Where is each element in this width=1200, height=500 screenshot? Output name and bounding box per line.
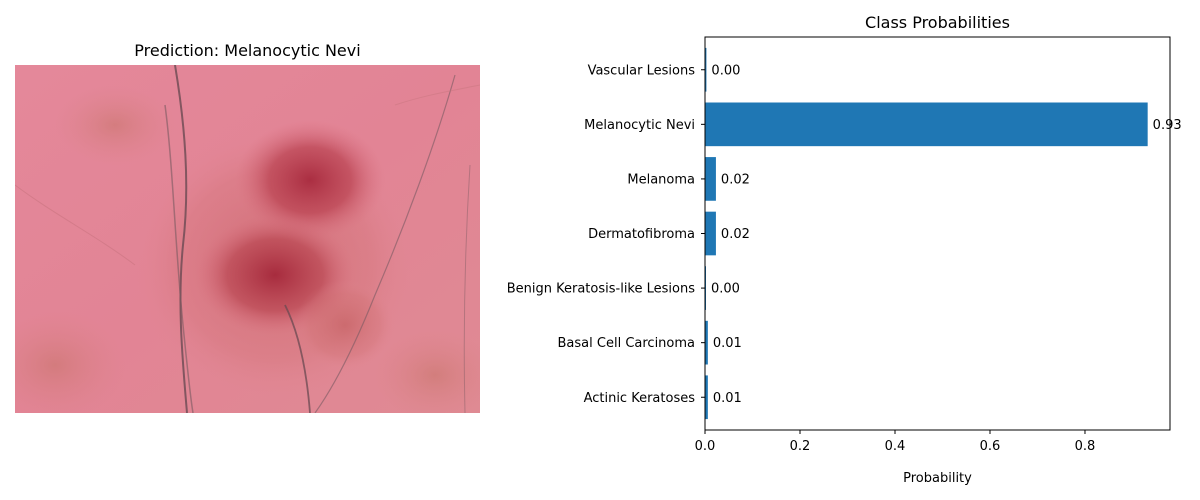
bar-6 [705,47,707,92]
plot-frame [704,36,1171,431]
bar-3 [705,211,716,256]
value-labels-layer: 0.01 0.01 0.00 0.02 0.02 0.93 0.00 [711,63,1182,406]
x-tick-label-1: 0.2 [790,439,811,454]
bar-5 [705,102,1148,147]
value-label-0: 0.01 [713,391,742,406]
value-label-6: 0.00 [711,63,740,78]
y-tick-label-3: Dermatofibroma [588,227,695,242]
prediction-title: Prediction: Melanocytic Nevi [134,41,361,60]
chart-title: Class Probabilities [865,13,1010,32]
y-tick-label-0: Actinic Keratoses [584,391,696,406]
value-label-5: 0.93 [1153,118,1182,133]
y-tick-label-6: Vascular Lesions [588,63,696,78]
bar-4 [705,157,716,201]
value-label-2: 0.00 [711,282,740,297]
value-label-3: 0.02 [721,227,750,242]
y-ticks-layer: Actinic Keratoses Basal Cell Carcinoma Ben… [507,63,705,406]
x-tick-label-4: 0.8 [1075,439,1096,454]
x-tick-label-0: 0.0 [695,439,716,454]
lesion-image [15,65,480,413]
y-tick-label-2: Benign Keratosis-like Lesions [507,282,695,297]
y-tick-label-5: Melanocytic Nevi [584,118,695,133]
x-tick-label-2: 0.4 [885,439,906,454]
value-label-1: 0.01 [713,336,742,351]
x-tick-label-3: 0.6 [980,439,1001,454]
value-label-4: 0.02 [721,172,750,187]
bar-0 [705,375,708,420]
bars-layer [705,47,1148,420]
y-tick-label-1: Basal Cell Carcinoma [558,336,695,351]
y-tick-label-4: Melanoma [627,172,695,187]
x-axis-label: Probability [903,471,972,486]
bar-1 [705,320,708,365]
x-ticks-layer: 0.0 0.2 0.4 0.6 0.8 [695,430,1096,454]
